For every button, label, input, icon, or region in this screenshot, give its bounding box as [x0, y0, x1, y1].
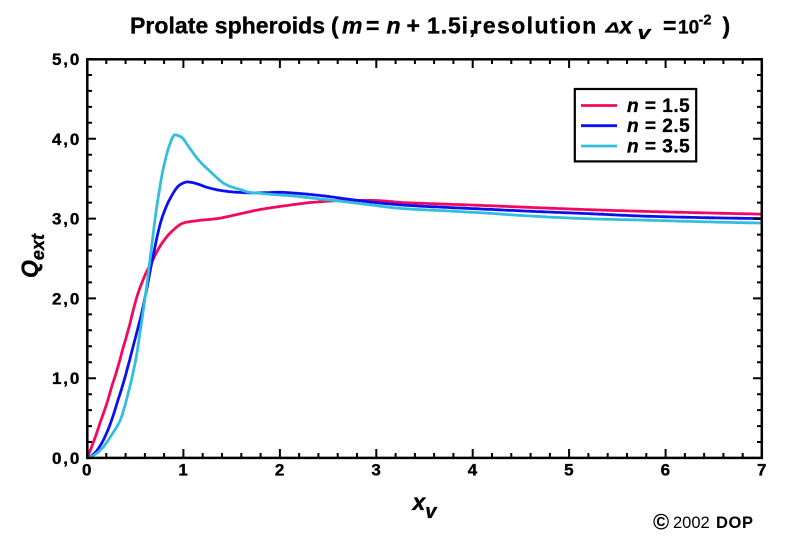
- svg-text:0,0: 0,0: [52, 449, 81, 468]
- svg-text:4: 4: [468, 461, 479, 480]
- svg-text:n = 2.5: n = 2.5: [627, 116, 690, 137]
- svg-text:xv: xv: [411, 489, 439, 523]
- svg-text:©: ©: [653, 510, 669, 535]
- svg-text:n = 1.5: n = 1.5: [627, 96, 690, 117]
- svg-text:3,0: 3,0: [52, 210, 81, 229]
- svg-text:DOP: DOP: [716, 514, 754, 532]
- svg-text:1: 1: [178, 461, 189, 480]
- svg-text:5,0: 5,0: [52, 50, 81, 69]
- svg-text:2002: 2002: [673, 514, 710, 532]
- svg-text:1,0: 1,0: [52, 369, 81, 388]
- svg-text:4,0: 4,0: [52, 130, 81, 149]
- svg-text:5: 5: [564, 461, 575, 480]
- svg-text:7: 7: [757, 461, 768, 480]
- svg-text:2,0: 2,0: [52, 289, 81, 308]
- svg-text:n = 3.5: n = 3.5: [627, 137, 690, 158]
- svg-text:6: 6: [661, 461, 672, 480]
- svg-text:3: 3: [371, 461, 382, 480]
- svg-text:Prolate spheroids(m=n+1.5i,res: Prolate spheroids(m = n +1.5i,resolution Δx v…: [130, 12, 730, 43]
- svg-text:0: 0: [82, 461, 93, 480]
- svg-text:2: 2: [275, 461, 286, 480]
